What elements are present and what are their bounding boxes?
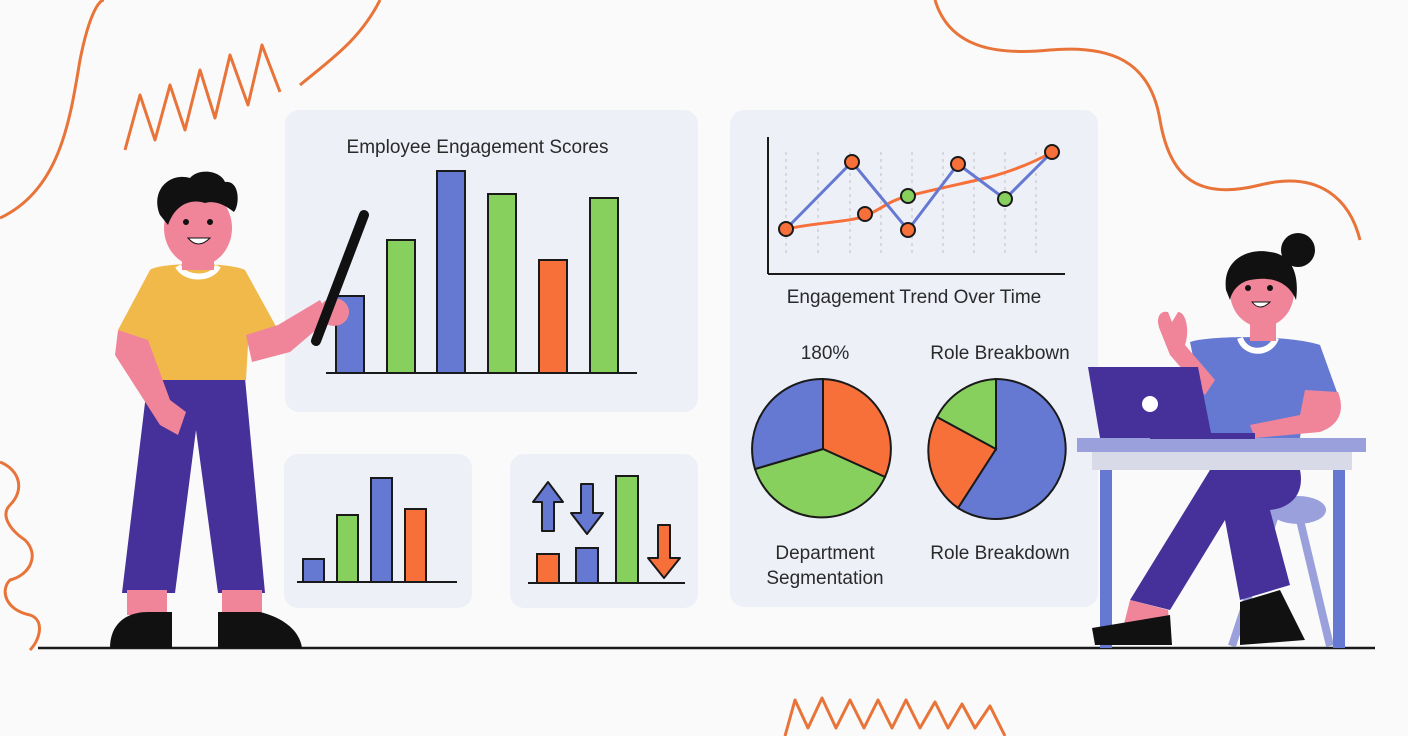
trend-chart-title: Engagement Trend Over Time	[786, 287, 1042, 308]
vertical-gridlines	[785, 152, 1037, 255]
up-arrow-icon	[532, 481, 564, 532]
department-pie	[751, 377, 892, 519]
trend-line-chart	[767, 137, 1065, 275]
woman-shoe-left	[1092, 615, 1172, 645]
curly-hair	[157, 171, 238, 225]
main-bar-chart-title: Employee Engagement Scores	[346, 137, 609, 158]
main-bar-chart	[326, 170, 637, 374]
squiggle-top-left	[0, 0, 105, 220]
pie-right-bottom-label: Role Breakdown	[930, 543, 1070, 564]
pointer-stick	[311, 210, 369, 346]
main-bar-chart-panel: Employee Engagement Scores	[285, 110, 698, 412]
desk-top	[1077, 438, 1366, 452]
squiggle-zigzag-top	[123, 43, 282, 151]
pie-left-bottom-label-line1: Department	[775, 543, 875, 564]
hair-bun	[1281, 233, 1315, 267]
left-shoe	[110, 612, 172, 648]
pie-left-top-label: 180%	[800, 343, 850, 364]
squiggle-top-right	[933, 0, 1362, 241]
orange-down-arrow-icon	[647, 524, 681, 579]
small-bar-chart-panel	[284, 454, 472, 608]
squiggle-bottom	[783, 696, 1007, 736]
woman-shoe-right	[1240, 590, 1305, 645]
role-pie	[927, 377, 1067, 520]
pie-left-bottom-label-line2: Segmentation	[766, 568, 884, 589]
trend-and-pie-panel: Engagement Trend Over Time 180% Role Bre…	[730, 110, 1098, 607]
blue-zigzag-line	[784, 150, 1054, 233]
woman-hair	[1225, 251, 1297, 300]
arrows-bar-chart	[528, 475, 685, 584]
pie-right-top-label: Role Breakbown	[930, 343, 1070, 364]
bar-6	[589, 197, 619, 374]
small-bar-chart	[297, 477, 457, 583]
squiggle-top-center	[299, 0, 382, 87]
squiggle-left-edge	[0, 460, 41, 652]
right-shoe	[218, 612, 302, 648]
down-arrow-icon	[570, 483, 604, 535]
arrows-bar-chart-panel	[510, 454, 698, 608]
bar-5	[538, 259, 568, 374]
pie-charts	[751, 377, 1067, 520]
